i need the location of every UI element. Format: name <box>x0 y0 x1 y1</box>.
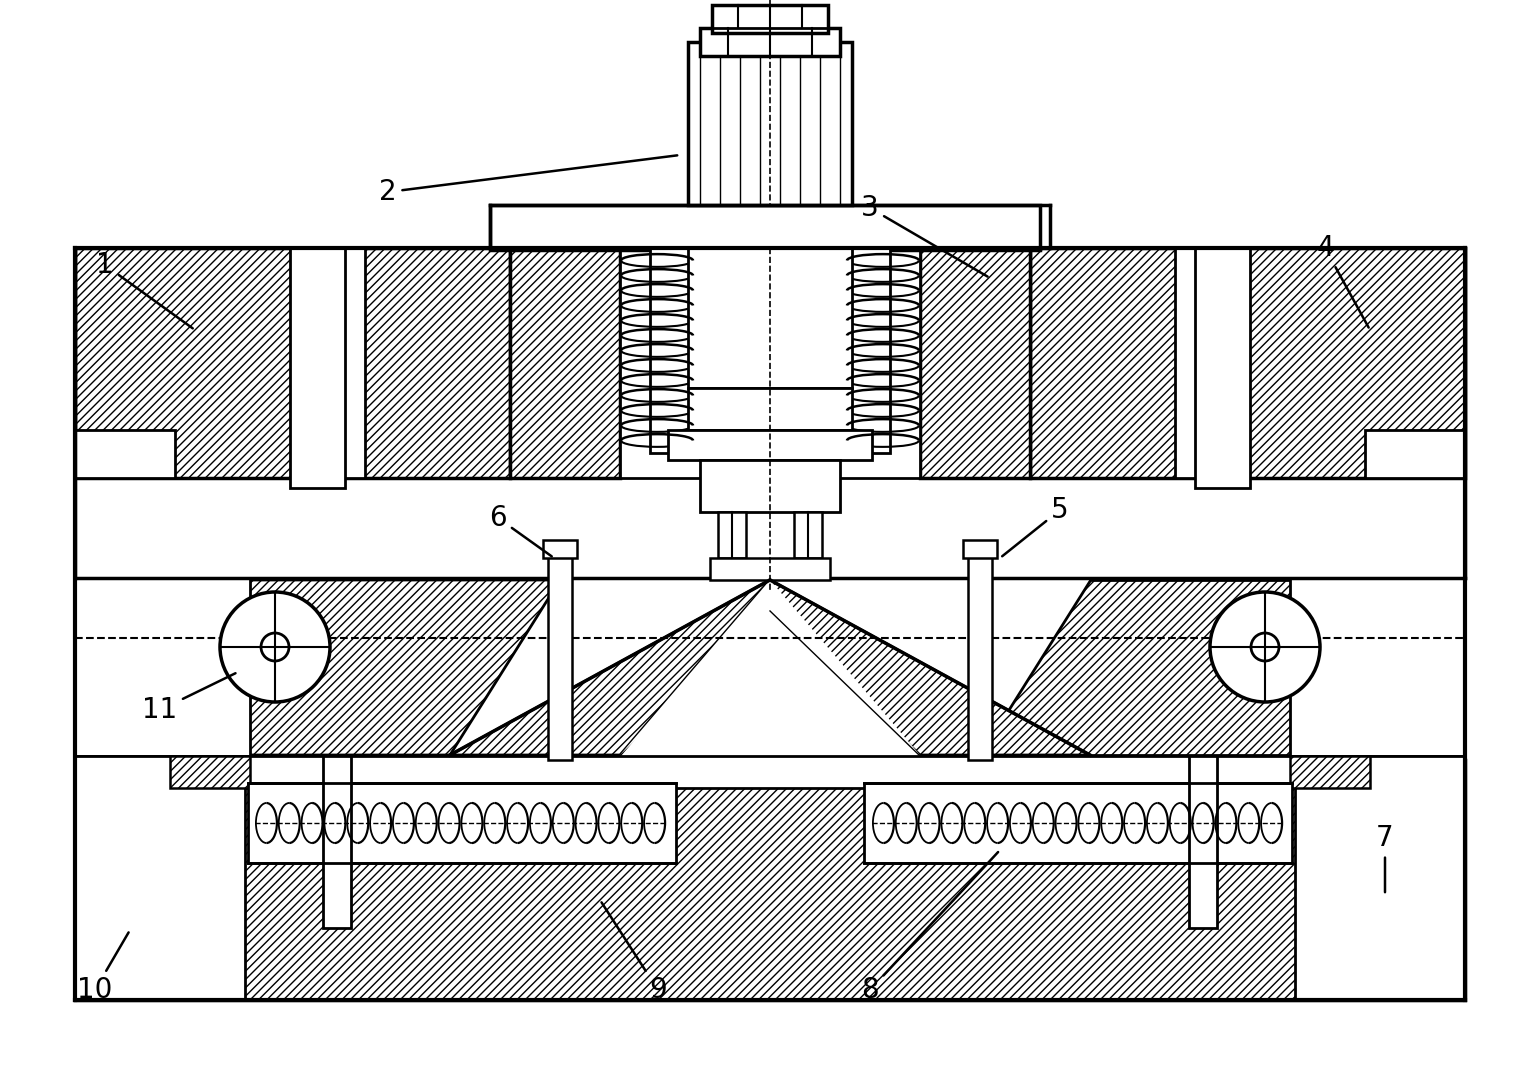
Bar <box>1174 248 1225 478</box>
Polygon shape <box>449 580 770 755</box>
Bar <box>169 756 249 788</box>
Bar <box>649 248 890 453</box>
Bar <box>323 756 351 928</box>
Bar <box>719 512 746 558</box>
Bar <box>548 555 573 760</box>
Bar <box>1365 430 1465 478</box>
Circle shape <box>1251 633 1279 661</box>
Circle shape <box>262 633 289 661</box>
Bar <box>920 248 1030 478</box>
Text: 6: 6 <box>489 504 553 556</box>
Bar <box>688 388 853 430</box>
Circle shape <box>1210 592 1320 702</box>
Text: 7: 7 <box>1376 824 1394 892</box>
Polygon shape <box>770 580 1090 755</box>
Bar <box>863 783 1293 863</box>
Bar <box>289 248 345 488</box>
Bar <box>1190 756 1217 928</box>
Bar <box>1290 756 1370 788</box>
Text: 5: 5 <box>1002 496 1068 556</box>
Bar <box>700 460 840 512</box>
Bar <box>509 248 620 478</box>
Text: 10: 10 <box>77 932 129 1004</box>
Bar <box>1194 248 1250 488</box>
Bar <box>968 555 993 760</box>
Bar <box>688 42 853 204</box>
Polygon shape <box>980 580 1370 755</box>
Bar <box>620 248 920 478</box>
Text: 9: 9 <box>602 902 666 1004</box>
Bar <box>963 540 997 558</box>
Bar <box>245 756 1294 788</box>
Text: 1: 1 <box>95 251 192 328</box>
Text: 11: 11 <box>143 673 235 724</box>
Bar <box>700 28 840 56</box>
Bar <box>75 578 249 756</box>
Bar <box>1294 756 1465 1000</box>
Bar <box>794 512 822 558</box>
Text: 2: 2 <box>379 155 677 206</box>
Bar <box>709 558 830 580</box>
Polygon shape <box>620 580 920 755</box>
Bar <box>1030 248 1465 478</box>
Bar <box>713 5 828 33</box>
Bar <box>75 760 1465 1000</box>
Text: 3: 3 <box>862 194 988 277</box>
Bar <box>75 430 175 478</box>
Polygon shape <box>169 580 560 755</box>
Bar <box>688 248 853 388</box>
Text: 4: 4 <box>1316 234 1368 328</box>
Bar <box>75 248 509 478</box>
Text: 8: 8 <box>862 852 999 1004</box>
Bar <box>543 540 577 558</box>
Bar <box>75 756 245 1000</box>
Bar <box>489 204 1040 250</box>
Bar <box>248 783 676 863</box>
Bar <box>1290 578 1465 756</box>
Bar <box>668 430 873 460</box>
Bar <box>315 248 365 478</box>
Circle shape <box>220 592 329 702</box>
